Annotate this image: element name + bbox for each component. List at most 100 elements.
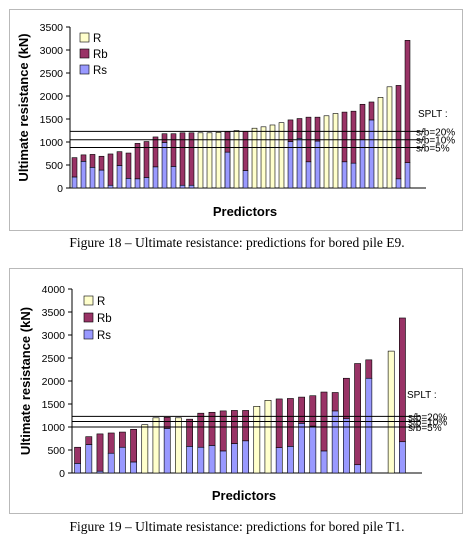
bar-rb [96,433,104,472]
x-axis-label: Predictors [212,488,276,503]
bar-rb [163,417,171,429]
bar-rb [354,363,361,466]
bar-rb [143,141,150,178]
bar-rs [365,377,373,474]
bar-rs [186,446,193,474]
bar-rs [399,441,406,474]
reference-line-label: s/b=5% [416,144,450,155]
x-axis-label: Predictors [213,204,277,219]
figure-18-caption: Figure 18 – Ultimate resistance: predict… [69,235,405,250]
bar-rs [354,464,361,474]
y-tick-label: 1500 [40,114,64,126]
legend-swatch [79,48,90,59]
y-tick-label: 2500 [42,353,66,365]
y-tick-label: 0 [57,183,63,195]
bar-rb [98,155,105,171]
bar-rb [186,418,193,447]
legend-label: R [97,296,105,308]
bar-rs [85,444,93,474]
reference-line-label: s/b=20% [416,127,455,138]
reference-line-label: s/b=10% [416,136,455,147]
reference-line-label: s/b=20% [408,412,447,423]
y-tick-label: 1500 [42,399,66,411]
bar-rs [163,428,171,474]
figure-18: 0 500 1000 1500 2000 2500 3000 3500 s/b=20% s/b=1… [0,0,474,260]
y-tick-label: 4000 [42,284,66,296]
bar-rb [161,133,168,143]
legend-swatch [79,64,90,75]
bar-rs [130,461,137,474]
bar-rs [119,446,126,474]
bar-rs [107,452,115,474]
y-tick-label: 2000 [40,91,64,103]
bar-rb [89,154,96,168]
y-tick-label: 500 [47,445,65,457]
bar-rb [287,119,294,142]
y-tick-label: 1000 [42,422,66,434]
bar-rb [170,133,177,167]
bar-r [233,130,240,189]
bar-r [206,132,213,189]
reference-line-label: s/b=10% [408,417,447,428]
chart-19: 0 500 1000 1500 2000 2500 3000 3500 4000 s/b=20%s… [18,284,447,503]
figure-19-caption: Figure 19 – Ultimate resistance: predict… [69,519,405,534]
bar-rb [365,359,373,379]
bar-r [264,400,272,474]
y-tick-label: 2000 [42,376,66,388]
bar-rb [188,132,195,186]
bar-rb [219,410,227,452]
legend-swatch [79,32,90,43]
bar-rb [107,153,114,186]
bar-rb [399,317,406,443]
bar-rb [309,395,317,427]
bar-r [215,132,222,189]
bar-rs [298,423,305,474]
bar-r [386,86,393,189]
bar-r [278,122,285,189]
legend-label: Rs [93,65,107,77]
bar-rb [119,431,126,448]
bar-r [197,132,204,189]
bar-rb [74,446,81,464]
splt-annotation: SPLT : [407,390,437,401]
bar-rs [275,447,283,474]
legend-swatch [83,329,94,340]
bar-rb [368,101,375,121]
bar-rb [134,143,141,180]
bar-rb [275,398,283,449]
bar-rb [298,396,305,424]
y-tick-label: 3500 [42,307,66,319]
bar-rb [404,40,411,164]
legend-swatch [83,295,94,306]
y-axis-label: Ultimate resistance (kN) [18,307,33,455]
legend-label: Rb [93,49,108,61]
bar-rs [320,450,328,474]
bar-rb [331,392,339,412]
bar-rb [350,110,357,164]
bar-rb [242,410,249,442]
bar-rb [341,111,348,163]
bar-rs [309,425,317,474]
y-tick-label: 0 [59,468,65,480]
bar-r [175,417,182,474]
bar-rb [116,151,123,166]
legend-label: Rs [97,330,111,342]
bar-rs [74,463,81,474]
bar-rs [231,443,238,474]
bar-r [260,126,267,189]
y-tick-label: 2500 [40,68,64,80]
bar-r [377,97,384,189]
bar-r [152,417,160,474]
bar-rb [287,398,294,447]
bar-rb [179,132,186,186]
bar-rb [152,136,159,168]
bar-rb [208,411,216,446]
bar-rs [331,410,339,474]
bar-rb [80,154,87,162]
y-tick-label: 3000 [42,330,66,342]
bar-rb [130,428,137,463]
bar-rs [208,445,216,474]
bar-rb [107,432,115,454]
bar-r [251,127,258,189]
legend-label: R [93,33,101,45]
